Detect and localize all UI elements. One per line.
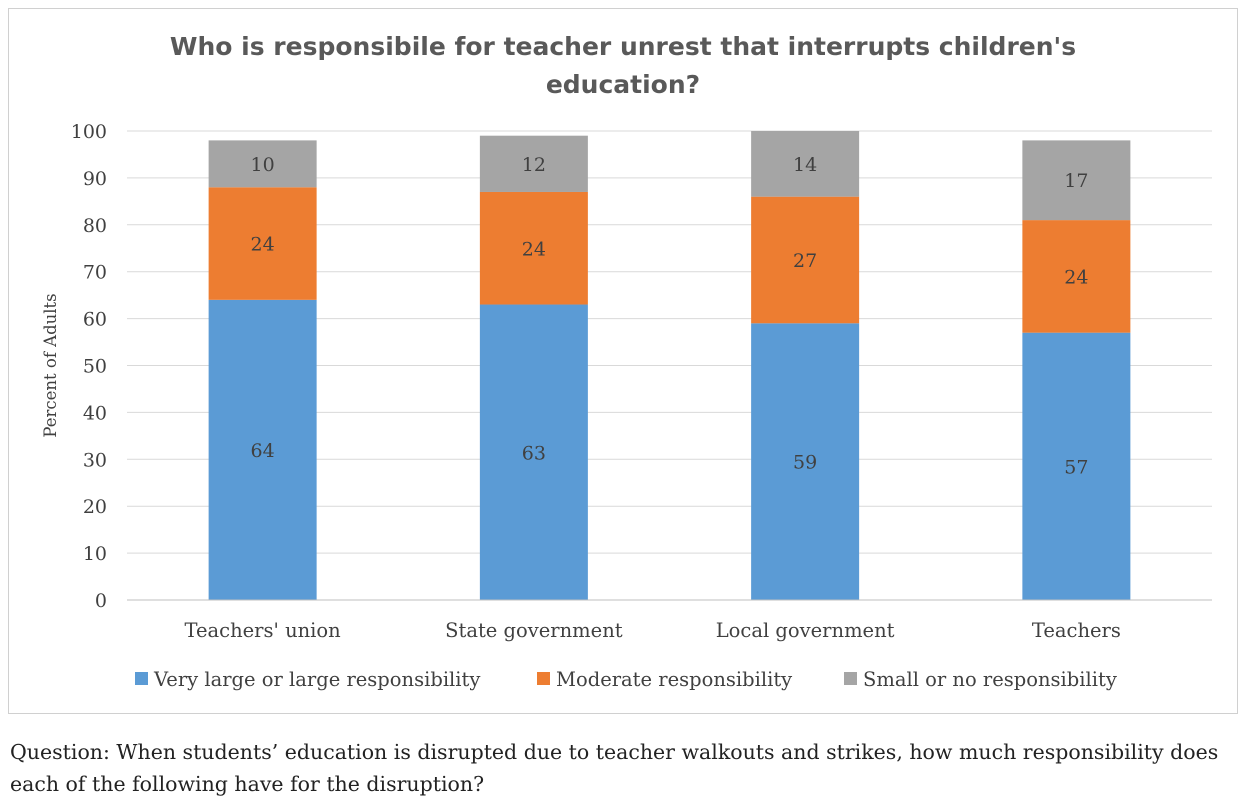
- data-label: 59: [793, 452, 817, 474]
- bar-segment: [751, 131, 860, 197]
- question-text: Question: When students’ education is di…: [10, 740, 1219, 796]
- data-label: 57: [1064, 456, 1088, 478]
- data-label: 24: [522, 238, 546, 260]
- y-tick-label: 80: [83, 215, 107, 237]
- data-label: 24: [251, 234, 275, 256]
- y-axis-ticks: 0 10 20 30 40 50 60 70 80 90 100: [71, 121, 107, 612]
- bar-segment: [751, 323, 860, 600]
- bar-segment: [751, 196, 860, 324]
- data-label: 63: [522, 442, 546, 464]
- x-tick-label: Teachers: [1032, 619, 1121, 642]
- bar-segment: [1022, 140, 1131, 221]
- stacked-bar-chart: Who is responsibile for teacher unrest t…: [41, 32, 1212, 691]
- bar-segment: [1022, 332, 1131, 600]
- legend-item: Moderate responsibility: [537, 668, 792, 691]
- y-tick-label: 100: [71, 121, 107, 143]
- y-tick-label: 0: [95, 590, 107, 612]
- chart-title-line: education?: [546, 70, 700, 99]
- legend-swatch: [844, 672, 857, 685]
- data-label: 64: [251, 440, 275, 462]
- x-tick-label: Local government: [716, 619, 895, 642]
- legend-label: Small or no responsibility: [863, 668, 1117, 691]
- legend-label: Very large or large responsibility: [153, 668, 480, 691]
- y-tick-label: 50: [83, 356, 107, 378]
- legend: Very large or large responsibility Modera…: [135, 668, 1117, 691]
- y-tick-label: 40: [83, 402, 107, 424]
- y-tick-label: 90: [83, 168, 107, 190]
- data-label: 27: [793, 250, 817, 272]
- legend-item: Very large or large responsibility: [135, 668, 480, 691]
- data-label: 14: [793, 154, 817, 176]
- data-label: 10: [251, 154, 275, 176]
- bar-segment: [479, 191, 588, 305]
- bar-segment: [479, 135, 588, 192]
- bar-segment: [208, 187, 317, 300]
- chart-frame: Who is responsibile for teacher unrest t…: [8, 8, 1238, 714]
- bar-segment: [1022, 220, 1131, 333]
- data-label: 12: [522, 154, 546, 176]
- legend-swatch: [135, 672, 148, 685]
- data-label: 24: [1064, 266, 1088, 288]
- x-axis-ticks: Teachers' union State government Local gov…: [185, 619, 1121, 642]
- y-axis-label: Percent of Adults: [41, 293, 60, 437]
- chart-title: Who is responsibile for teacher unrest t…: [170, 32, 1076, 99]
- bar-segment: [208, 299, 317, 600]
- data-labels: 64 24 10 63 24 12 59 27 14 57 24 17: [251, 154, 1089, 479]
- legend-label: Moderate responsibility: [556, 668, 792, 691]
- legend-swatch: [537, 672, 550, 685]
- legend-item: Small or no responsibility: [844, 668, 1117, 691]
- bars: [208, 131, 1131, 600]
- bar-segment: [479, 304, 588, 600]
- chart-title-line: Who is responsibile for teacher unrest t…: [170, 32, 1076, 61]
- y-tick-label: 70: [83, 262, 107, 284]
- y-tick-label: 60: [83, 309, 107, 331]
- y-tick-label: 30: [83, 449, 107, 471]
- x-tick-label: Teachers' union: [185, 619, 342, 642]
- y-tick-label: 20: [83, 496, 107, 518]
- x-tick-label: State government: [445, 619, 623, 642]
- y-tick-label: 10: [83, 543, 107, 565]
- data-label: 17: [1064, 170, 1088, 192]
- bar-segment: [208, 140, 317, 188]
